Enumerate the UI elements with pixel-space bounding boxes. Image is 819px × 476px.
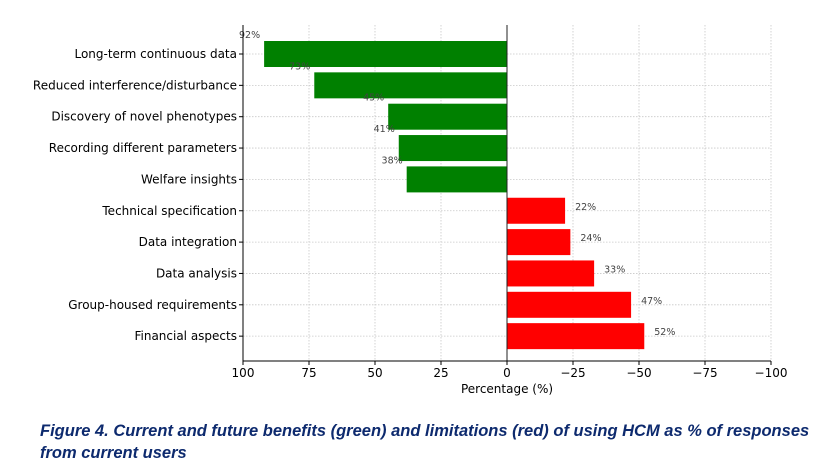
bar (264, 41, 507, 67)
bar (507, 291, 632, 318)
x-tick-label: 50 (367, 366, 382, 380)
bar (398, 135, 507, 162)
bar (507, 260, 595, 287)
x-tick-label: 100 (232, 366, 255, 380)
y-tick-label: Long-term continuous data (74, 47, 237, 61)
bar (314, 72, 507, 99)
bar (406, 166, 507, 193)
figure-caption: Figure 4. Current and future benefits (g… (40, 422, 810, 462)
x-tick-label: 25 (433, 366, 448, 380)
bar (388, 103, 507, 130)
data-label: 73% (289, 61, 310, 72)
data-label: 41% (374, 124, 395, 135)
data-label: 92% (239, 30, 260, 41)
data-label: 22% (575, 202, 596, 213)
x-tick-label: 75 (301, 366, 316, 380)
data-label: 47% (641, 296, 662, 307)
x-tick-label: 0 (503, 366, 511, 380)
bar (507, 197, 566, 224)
y-tick-label: Welfare insights (141, 172, 237, 186)
x-tick-label: −50 (626, 366, 651, 380)
x-tick-label: −100 (755, 366, 788, 380)
y-tick-label: Reduced interference/disturbance (33, 78, 237, 92)
bar (507, 323, 645, 350)
data-label: 38% (382, 155, 403, 166)
y-tick-label: Financial aspects (134, 329, 237, 343)
data-label: 24% (580, 233, 601, 244)
y-tick-label: Data integration (139, 235, 237, 249)
y-tick-label: Recording different parameters (49, 141, 237, 155)
x-tick-label: −75 (692, 366, 717, 380)
y-tick-label: Discovery of novel phenotypes (51, 110, 237, 124)
bars (264, 41, 645, 350)
y-tick-label: Technical specification (101, 204, 237, 218)
y-tick-label: Group-housed requirements (68, 298, 237, 312)
bar-chart: 92% 73% 45% 41% 38% 22% 24% 33% 47% 52% 100 75 50 25… (33, 25, 788, 396)
x-axis-label: Percentage (%) (461, 382, 553, 396)
data-label: 45% (363, 93, 384, 104)
data-labels: 92% 73% 45% 41% 38% 22% 24% 33% 47% 52% (239, 30, 675, 338)
data-label: 33% (604, 264, 625, 275)
y-tick-label: Data analysis (156, 266, 237, 280)
x-tick-label: −25 (560, 366, 585, 380)
bar (507, 229, 571, 256)
axes: 100 75 50 25 0 −25 −50 −75 −100 Long-term continu… (33, 25, 788, 380)
data-label: 52% (654, 327, 675, 338)
